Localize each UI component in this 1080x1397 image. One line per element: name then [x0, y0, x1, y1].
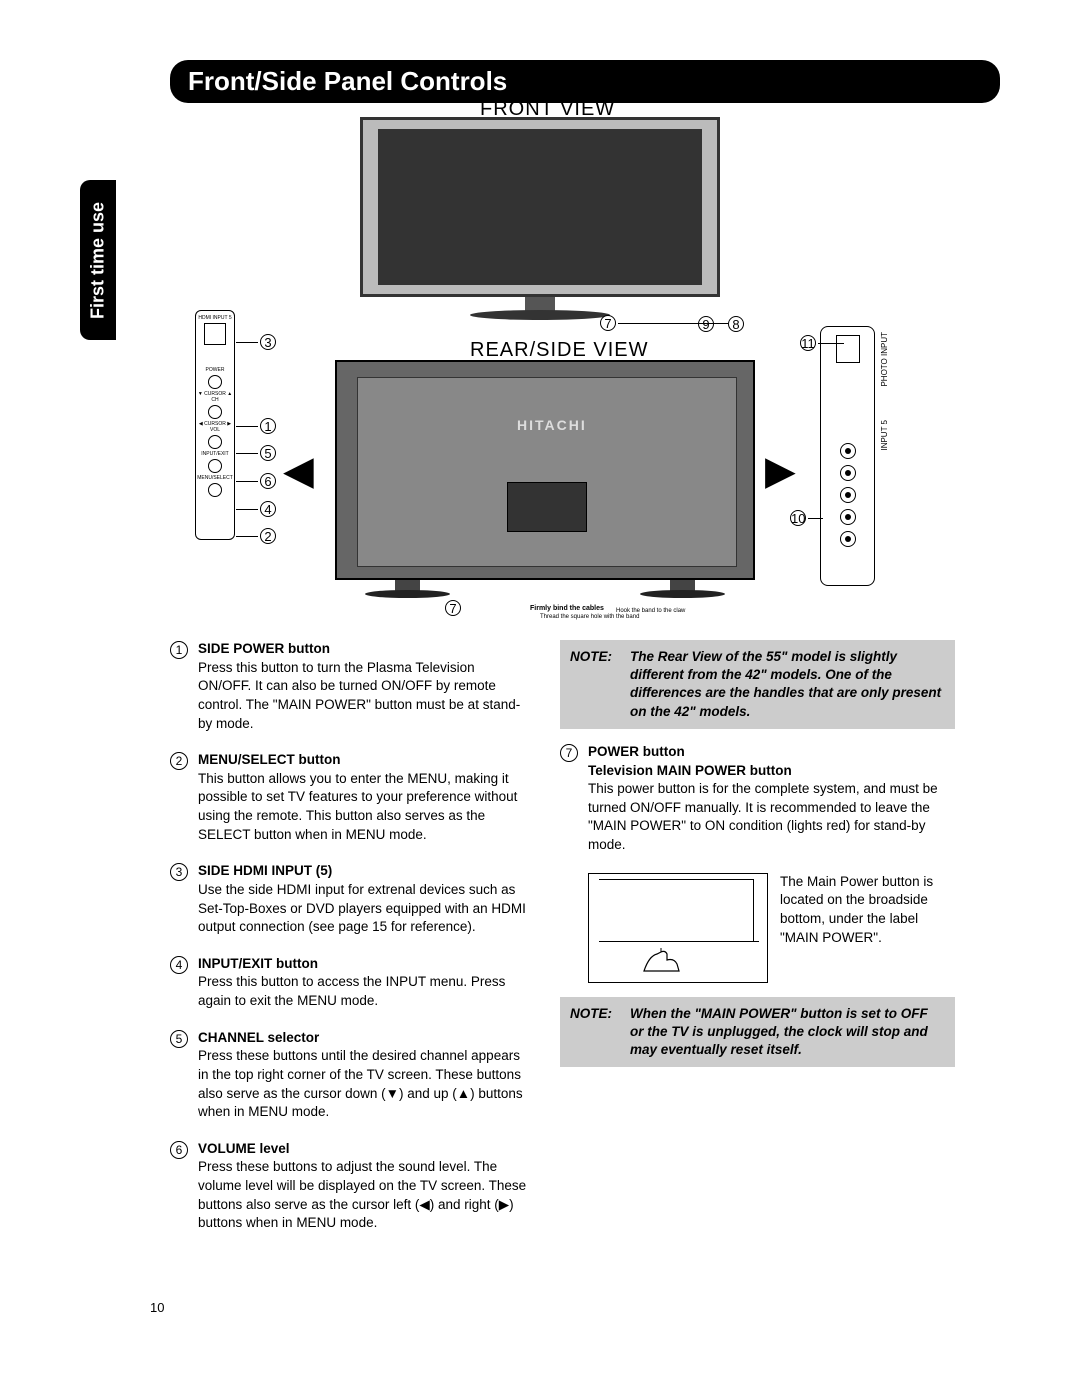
callout-10: 10	[790, 510, 806, 526]
item-6-text: Press these buttons to adjust the sound …	[198, 1159, 526, 1230]
item-4-title: INPUT/EXIT button	[198, 956, 318, 971]
item-7-text: This power button is for the complete sy…	[588, 781, 938, 852]
power-location-row: The Main Power button is located on the …	[588, 873, 955, 983]
note-box-2: NOTE: When the "MAIN POWER" button is se…	[560, 997, 955, 1068]
callout-4: 4	[260, 501, 276, 517]
item-1-title: SIDE POWER button	[198, 641, 330, 656]
page-title: Front/Side Panel Controls	[170, 60, 1000, 103]
callout-3: 3	[260, 334, 276, 350]
item-6: 6 VOLUME level Press these buttons to ad…	[170, 1140, 530, 1233]
item-2: 2 MENU/SELECT button This button allows …	[170, 751, 530, 844]
item-2-text: This button allows you to enter the MENU…	[198, 771, 517, 842]
callout-2: 2	[260, 528, 276, 544]
section-tab: First time use	[80, 180, 116, 340]
rear-tv-diagram: ◀ HITACHI ▶	[195, 330, 915, 640]
callout-7a: 7	[600, 315, 616, 331]
left-column: 1 SIDE POWER button Press this button to…	[170, 640, 530, 1251]
item-7-subtitle: Television MAIN POWER button	[588, 763, 792, 778]
item-1-text: Press this button to turn the Plasma Tel…	[198, 660, 520, 731]
photo-input-label: PHOTO INPUT	[880, 332, 889, 387]
hand-icon	[639, 946, 684, 976]
item-7-title: POWER button	[588, 744, 685, 759]
item-3-text: Use the side HDMI input for extrenal dev…	[198, 882, 526, 934]
item-5-title: CHANNEL selector	[198, 1030, 319, 1045]
item-3: 3 SIDE HDMI INPUT (5) Use the side HDMI …	[170, 862, 530, 937]
description-columns: 1 SIDE POWER button Press this button to…	[170, 640, 955, 1251]
callout-6: 6	[260, 473, 276, 489]
cable-bind-note: Firmly bind the cables	[530, 605, 604, 612]
power-location-text: The Main Power button is located on the …	[780, 873, 955, 983]
callout-11: 11	[800, 335, 816, 351]
note-box-1: NOTE: The Rear View of the 55" model is …	[560, 640, 955, 729]
front-tv-diagram	[300, 117, 780, 332]
page-number: 10	[150, 1300, 164, 1315]
callout-9: 9	[698, 316, 714, 332]
power-button-diagram	[588, 873, 768, 983]
callout-7b: 7	[445, 600, 461, 616]
item-5: 5 CHANNEL selector Press these buttons u…	[170, 1029, 530, 1122]
item-3-title: SIDE HDMI INPUT (5)	[198, 863, 332, 878]
callout-5: 5	[260, 445, 276, 461]
item-1: 1 SIDE POWER button Press this button to…	[170, 640, 530, 733]
callout-8: 8	[728, 316, 744, 332]
item-2-title: MENU/SELECT button	[198, 752, 340, 767]
item-5-text: Press these buttons until the desired ch…	[198, 1048, 523, 1119]
callout-1: 1	[260, 418, 276, 434]
item-7: 7 POWER button Television MAIN POWER but…	[560, 743, 955, 855]
cable-sub-note2: Hook the band to the claw	[616, 608, 685, 614]
item-4: 4 INPUT/EXIT button Press this button to…	[170, 955, 530, 1011]
arrow-right-icon: ▶	[765, 448, 796, 494]
item-4-text: Press this button to access the INPUT me…	[198, 974, 505, 1008]
item-6-title: VOLUME level	[198, 1141, 290, 1156]
cable-sub-note: Thread the square hole with the band	[540, 614, 639, 620]
input5-label: INPUT 5	[880, 420, 889, 451]
side-panel-right	[820, 326, 875, 586]
side-panel-left: HDMI INPUT 5 POWER ▼ CURSOR ▲ CH ◀ CURSO…	[195, 310, 235, 540]
right-column: NOTE: The Rear View of the 55" model is …	[560, 640, 955, 1251]
brand-logo: HITACHI	[517, 417, 587, 433]
arrow-left-icon: ◀	[283, 448, 314, 494]
